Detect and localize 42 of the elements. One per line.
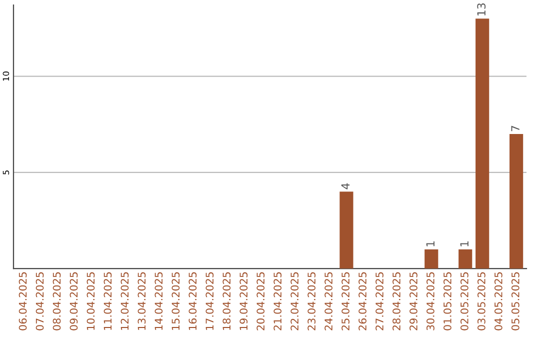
bar [476,18,490,269]
x-tick-label: 28.04.2025 [392,272,400,330]
x-tick-label: 22.04.2025 [290,272,299,330]
x-tick-label: 07.04.2025 [36,272,44,330]
data-label: 1 [460,241,468,246]
x-tick-label: 11.04.2025 [104,272,112,330]
x-tick-label: 26.04.2025 [358,272,366,330]
x-tick-label: 13.04.2025 [138,272,146,330]
x-tick-label: 27.04.2025 [376,272,384,330]
x-tick-label: 16.04.2025 [188,272,197,330]
x-tick-label: 18.04.2025 [222,272,231,330]
bar [510,134,524,269]
data-label: 7 [511,126,520,132]
x-tick-label: 06.04.2025 [18,272,27,330]
x-tick-label: 10.04.2025 [86,272,95,330]
bar [340,192,354,269]
x-tick-label: 21.04.2025 [274,272,282,330]
x-tick-label: 12.04.2025 [120,272,129,330]
x-tick-label: 29.04.2025 [410,272,418,330]
x-tick-label: 25.04.2025 [342,272,350,330]
x-tick-label: 20.04.2025 [256,272,265,330]
x-tick-label: 17.04.2025 [206,272,214,330]
x-tick-label: 30.04.2025 [426,272,434,330]
x-tick-label: 08.04.2025 [52,272,61,330]
bar [458,249,472,269]
x-tick-label: 23.04.2025 [308,272,316,330]
x-tick-label: 24.04.2025 [324,272,332,330]
x-tick-label: 05.05.2025 [511,272,520,330]
y-tick-label: 10 [2,72,10,81]
x-tick-label: 03.05.2025 [477,272,486,330]
x-tick-label: 15.04.2025 [172,272,180,330]
data-label: 1 [426,241,434,246]
y-tick-label: 5 [2,170,10,174]
x-tick-label: 14.04.2025 [154,272,163,330]
x-tick-label: 04.05.2025 [494,272,502,330]
x-tick-label: 01.05.2025 [444,272,452,330]
x-tick-label: 02.05.2025 [460,272,468,330]
data-label: 13 [477,3,486,16]
x-tick-label: 19.04.2025 [240,272,248,330]
data-label: 4 [341,183,350,190]
x-tick-label: 09.04.2025 [70,272,78,330]
bar [424,249,438,269]
